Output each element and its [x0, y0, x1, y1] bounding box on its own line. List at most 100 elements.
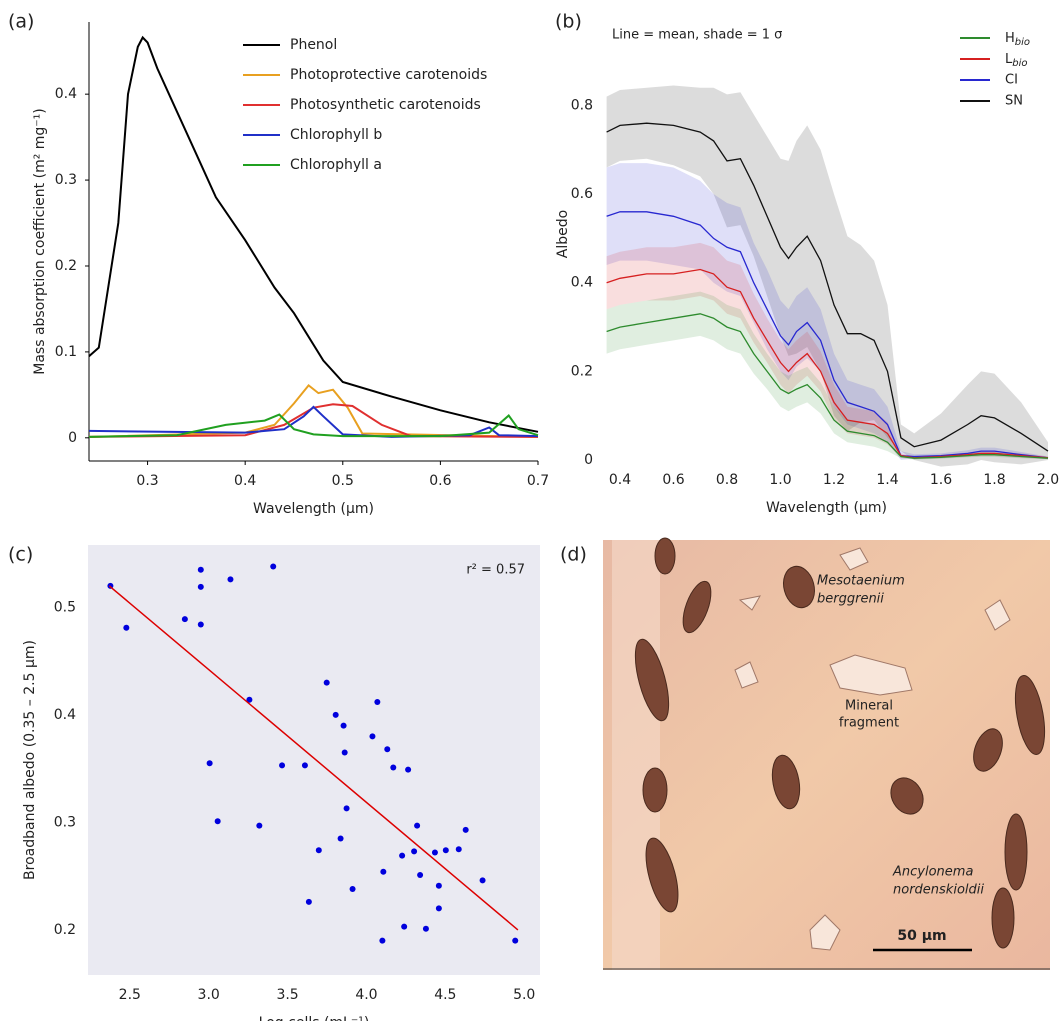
annotation: berggrenii: [817, 592, 884, 607]
point: [214, 818, 221, 825]
series-line: [88, 405, 539, 438]
y-axis-label: Mass absorption coefficient (m² mg⁻¹): [32, 108, 48, 375]
series-line: [88, 384, 539, 438]
sigma-band: [606, 163, 1048, 460]
point: [405, 766, 412, 773]
x-tick-label: 2.5: [119, 987, 141, 1003]
point: [384, 746, 391, 753]
y-tick-label: 0.5: [54, 599, 76, 615]
x-tick-label: 1.2: [823, 472, 845, 488]
point: [197, 583, 204, 590]
micrograph: 50 µm Mesotaenium berggrenii Mineral fra…: [560, 537, 1050, 970]
point: [379, 937, 386, 944]
series-line: [88, 35, 539, 433]
legend-label: Chlorophyll b: [290, 127, 382, 143]
point: [206, 760, 213, 767]
legend-label: Hbio: [1005, 31, 1030, 49]
legend-label: Photosynthetic carotenoids: [290, 97, 481, 113]
chart: 0.4 0.6 0.8 1.0 1.2 1.4 1.6 1.8 2.0 0 0.2 0.4 0.6 0.8…: [555, 11, 1059, 517]
x-tick-label: 0.4: [234, 473, 256, 489]
fit-line: [108, 585, 519, 931]
point: [435, 905, 442, 912]
point: [301, 762, 308, 769]
x-tick-label: 3.5: [276, 987, 298, 1003]
sigma-band: [606, 291, 1048, 460]
point: [181, 616, 188, 623]
x-tick-label: 2.0: [1037, 472, 1059, 488]
x-tick-label: 0.4: [609, 472, 631, 488]
point: [414, 822, 421, 829]
x-tick-label: 1.0: [769, 472, 791, 488]
point: [399, 852, 406, 859]
y-tick-label: 0.4: [54, 707, 76, 723]
x-tick-label: 0.8: [716, 472, 738, 488]
point: [323, 679, 330, 686]
x-tick-label: 3.0: [198, 987, 220, 1003]
point: [246, 696, 253, 703]
y-axis-label: Albedo: [555, 210, 571, 258]
plot-background: [88, 545, 540, 975]
legend-label: Lbio: [1005, 52, 1028, 70]
series-line: [88, 413, 539, 438]
point: [455, 846, 462, 853]
sigma-band: [606, 242, 1048, 460]
point: [270, 563, 277, 570]
mineral-fragments: [734, 547, 1011, 951]
x-axis-label: Wavelength (µm): [253, 501, 374, 517]
series-line: [606, 268, 1049, 459]
chart: 2.5 3.0 3.5 4.0 4.5 5.0 0.2 0.3 0.4 0.5 (c) Log cel…: [8, 544, 540, 1021]
annotation: Line = mean, shade = 1 σ: [612, 28, 782, 43]
y-tick-label: 0: [68, 430, 77, 446]
point: [422, 925, 429, 932]
y-tick-label: 0.3: [55, 172, 77, 188]
point: [380, 868, 387, 875]
panel-label: (d): [560, 544, 587, 566]
slide-edge: [612, 540, 660, 970]
panel-label: (b): [555, 11, 582, 33]
x-tick-label: 1.6: [930, 472, 952, 488]
y-tick-label: 0.2: [54, 922, 76, 938]
legend-label: SN: [1005, 94, 1023, 109]
point: [279, 762, 286, 769]
annotation: Ancylonema: [892, 865, 973, 880]
point: [442, 847, 449, 854]
y-tick-label: 0.4: [55, 86, 77, 102]
y-tick-label: 0: [584, 452, 593, 468]
x-tick-label: 0.5: [332, 473, 354, 489]
point: [479, 877, 486, 884]
point: [401, 923, 408, 930]
chart: 0.3 0.4 0.5 0.6 0.7 0 0.1 0.2 0.3 0.4 (a) Wavelengt…: [8, 11, 549, 518]
point: [227, 576, 234, 583]
x-axis-label: Wavelength (µm): [766, 500, 887, 516]
point: [369, 733, 376, 740]
y-tick-label: 0.8: [571, 97, 593, 113]
y-tick-label: 0.3: [54, 814, 76, 830]
point: [343, 805, 350, 812]
annotation: fragment: [839, 716, 899, 731]
point: [332, 711, 339, 718]
y-tick-label: 0.4: [571, 275, 593, 291]
y-axis-label: Broadband albedo (0.35 – 2.5 µm): [22, 640, 38, 880]
legend-label: CI: [1005, 73, 1018, 88]
annotation: nordenskioldii: [893, 883, 984, 898]
point: [305, 898, 312, 905]
sigma-band: [606, 85, 1048, 467]
point: [315, 847, 322, 854]
x-tick-label: 0.7: [527, 473, 549, 489]
point: [512, 937, 519, 944]
annotation: Mesotaenium: [817, 574, 905, 589]
point: [197, 621, 204, 628]
point: [374, 698, 381, 705]
annotation: r² = 0.57: [466, 563, 525, 578]
point: [337, 835, 344, 842]
point: [435, 882, 442, 889]
y-tick-label: 0.6: [571, 186, 593, 202]
panel-label: (c): [8, 544, 33, 566]
y-tick-label: 0.2: [55, 258, 77, 274]
x-tick-label: 5.0: [513, 987, 535, 1003]
x-tick-label: 1.4: [876, 472, 898, 488]
point: [462, 826, 469, 833]
cells: [634, 537, 1046, 949]
point: [123, 624, 130, 631]
